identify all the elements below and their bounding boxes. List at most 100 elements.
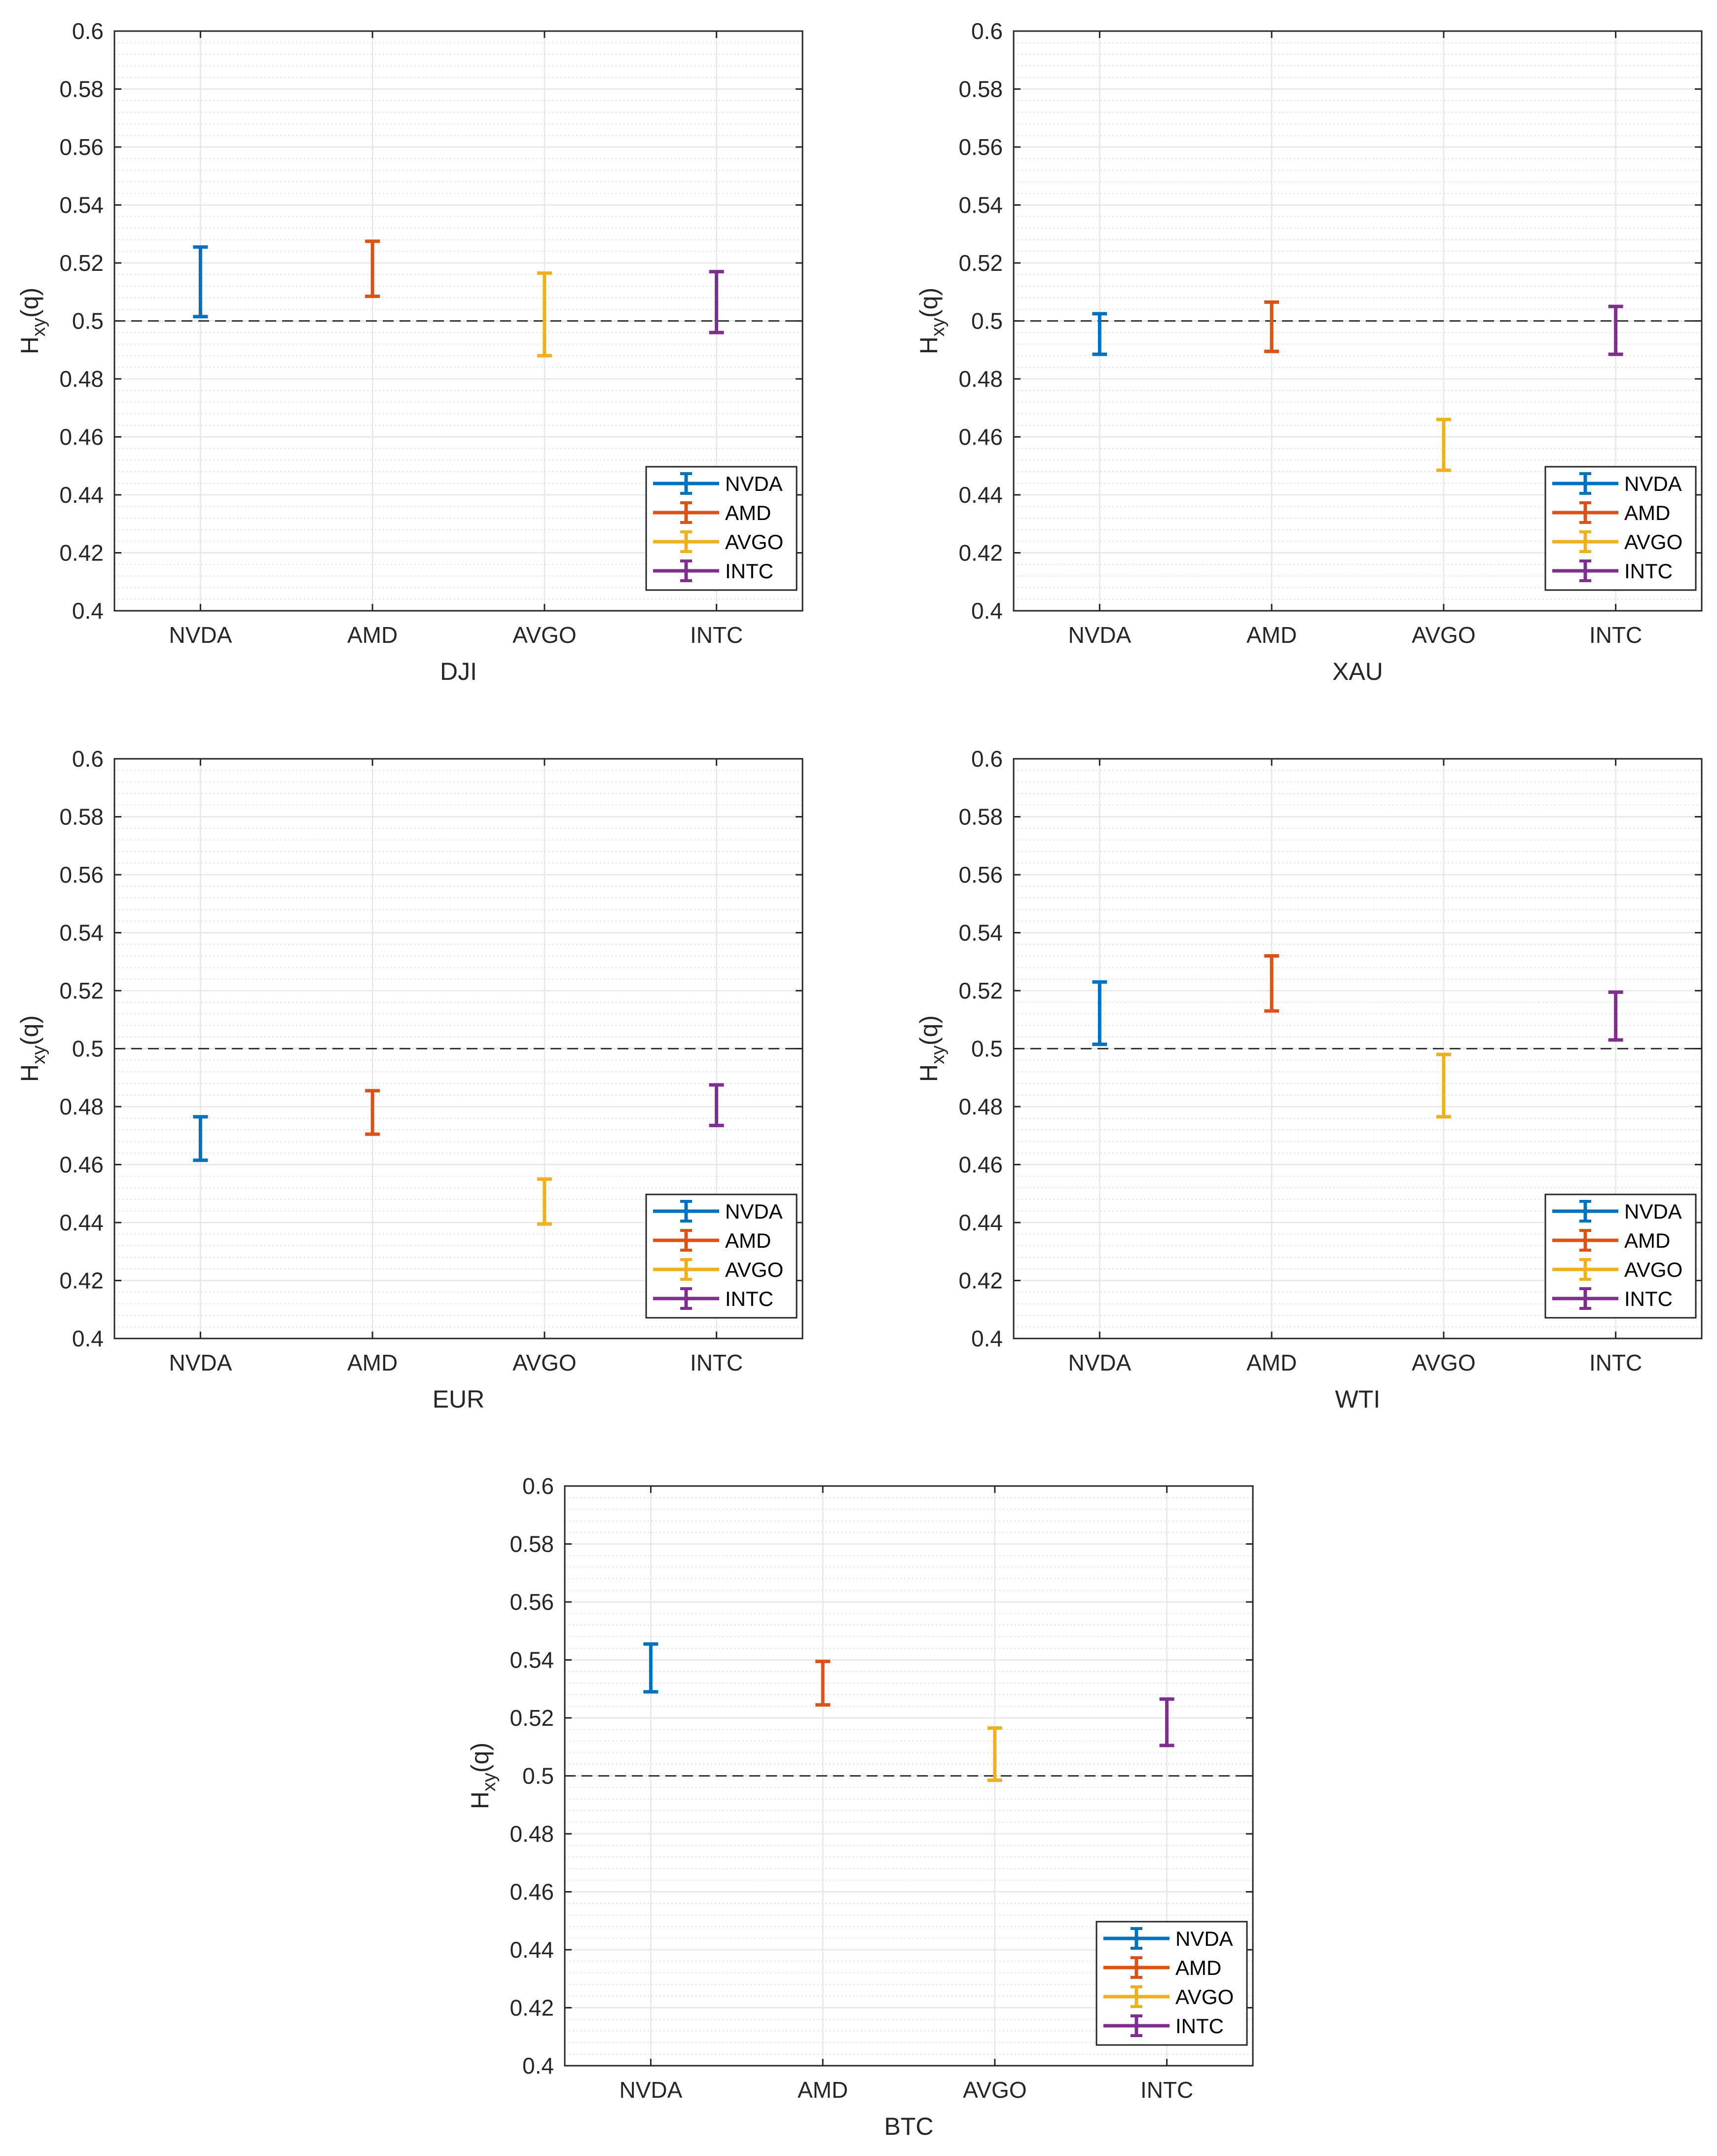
errorbar-intc [709, 270, 724, 335]
legend-label: AVGO [725, 530, 783, 554]
legend: NVDA AMD AVGO INTC [645, 1193, 798, 1319]
errorbar-nvda [1092, 312, 1107, 356]
y-tick-label: 0.56 [958, 134, 1003, 160]
x-axis-label: XAU [1332, 658, 1383, 685]
legend-label: AVGO [1624, 530, 1682, 554]
y-tick-label: 0.44 [59, 482, 104, 508]
errorbar-intc [709, 1083, 724, 1127]
legend-label: NVDA [725, 472, 783, 495]
x-tick-label: NVDA [1068, 1350, 1131, 1375]
y-tick-label: 0.54 [510, 1647, 554, 1673]
errorbar-intc [1159, 1697, 1174, 1747]
y-tick-label: 0.44 [59, 1210, 104, 1235]
y-tick-label: 0.54 [59, 192, 104, 218]
x-tick-label: AMD [1246, 622, 1297, 648]
x-tick-label: NVDA [1068, 622, 1131, 648]
errorbar-intc [1608, 990, 1623, 1042]
grid [114, 30, 803, 612]
chart-panel-dji: 0.4 0.42 0.44 0.46 0.48 0.5 0.52 0.54 0.56 0.58 0.… [16, 18, 804, 685]
legend-label: INTC [725, 1287, 773, 1310]
y-axis-label-main: H [915, 336, 943, 354]
y-axis-label-main: H [16, 1064, 43, 1082]
y-tick-label: 0.46 [59, 424, 104, 450]
errorbar-amd [365, 1089, 380, 1136]
y-tick-label: 0.46 [59, 1152, 104, 1178]
y-tick-label: 0.6 [522, 1473, 554, 1499]
y-axis-label-suffix: (q) [16, 288, 43, 318]
y-tick-label: 0.5 [72, 308, 104, 334]
x-tick-label: AMD [798, 2077, 848, 2103]
y-tick-label: 0.5 [522, 1763, 554, 1789]
x-tick-label: NVDA [169, 1350, 232, 1375]
y-tick-label: 0.52 [958, 978, 1003, 1004]
x-tick-label: AVGO [1412, 1350, 1476, 1375]
legend: NVDA AMD AVGO INTC [1096, 1921, 1248, 2046]
x-tick-label: INTC [1589, 622, 1642, 648]
x-tick-label: AMD [1246, 1350, 1297, 1375]
x-tick-label: NVDA [169, 622, 232, 648]
y-tick-label: 0.48 [958, 1094, 1003, 1119]
legend-label: AVGO [1175, 1985, 1234, 2008]
legend-label: AMD [1624, 501, 1670, 524]
y-axis-label-subscript: xy [928, 318, 949, 336]
errorbar-intc [1608, 304, 1623, 356]
errorbar-avgo [537, 1177, 552, 1226]
y-axis-label-main: H [466, 1791, 494, 1809]
y-tick-label: 0.56 [59, 862, 104, 888]
legend-item-intc: INTC [653, 1287, 773, 1310]
legend: NVDA AMD AVGO INTC [645, 466, 798, 591]
y-axis-label-suffix: (q) [466, 1743, 494, 1773]
errorbar-amd [365, 239, 380, 298]
y-axis-label: Hxy(q) [915, 288, 949, 354]
x-axis-label: BTC [884, 2113, 934, 2140]
legend-item-intc: INTC [1552, 1287, 1673, 1310]
legend-label: AMD [1624, 1229, 1670, 1252]
y-axis-label-subscript: xy [928, 1045, 949, 1064]
y-tick-label: 0.4 [971, 598, 1003, 624]
y-tick-label: 0.56 [59, 134, 104, 160]
y-tick-label: 0.44 [958, 482, 1003, 508]
chart-panel-xau: 0.4 0.42 0.44 0.46 0.48 0.5 0.52 0.54 0.56 0.58 0.… [915, 18, 1703, 685]
y-tick-label: 0.42 [958, 540, 1003, 566]
y-tick-label: 0.6 [971, 746, 1003, 772]
y-tick-label: 0.52 [510, 1705, 554, 1731]
y-tick-label: 0.54 [59, 920, 104, 946]
y-axis-label-suffix: (q) [915, 288, 943, 318]
errorbar-avgo [1436, 1052, 1451, 1119]
legend: NVDA AMD AVGO INTC [1544, 466, 1697, 591]
legend-item-intc: INTC [1552, 559, 1673, 583]
chart-panel-wti: 0.4 0.42 0.44 0.46 0.48 0.5 0.52 0.54 0.56 0.58 0.… [915, 746, 1703, 1413]
errorbar-avgo [1436, 417, 1451, 472]
y-axis-label-subscript: xy [479, 1773, 500, 1791]
legend-label: NVDA [1624, 472, 1682, 495]
x-axis-label: DJI [440, 658, 477, 685]
y-tick-label: 0.6 [72, 746, 104, 772]
y-tick-label: 0.42 [510, 1995, 554, 2021]
errorbar-amd [815, 1659, 831, 1707]
y-tick-label: 0.44 [958, 1210, 1003, 1235]
y-tick-label: 0.54 [958, 192, 1003, 218]
legend-label: INTC [1624, 1287, 1673, 1310]
legend-label: AVGO [1624, 1258, 1682, 1281]
x-tick-label: AMD [347, 1350, 398, 1375]
legend-item-avgo: AVGO [1103, 1985, 1234, 2008]
y-axis-label-suffix: (q) [16, 1015, 43, 1045]
y-tick-label: 0.48 [59, 1094, 104, 1119]
legend-item-avgo: AVGO [653, 1258, 783, 1281]
legend-item-intc: INTC [653, 559, 773, 583]
y-axis-label: Hxy(q) [16, 288, 49, 354]
legend-item-avgo: AVGO [1552, 1258, 1682, 1281]
legend-label: AMD [1175, 1956, 1221, 1979]
legend-item-nvda: NVDA [653, 1200, 783, 1223]
y-tick-label: 0.5 [971, 1036, 1003, 1062]
y-tick-label: 0.58 [958, 76, 1003, 102]
y-axis-label: Hxy(q) [16, 1015, 49, 1082]
x-tick-label: INTC [1140, 2077, 1193, 2103]
y-tick-label: 0.6 [72, 18, 104, 44]
errorbar-nvda [193, 1115, 208, 1162]
legend-item-amd: AMD [1103, 1956, 1221, 1979]
legend-label: AMD [725, 501, 771, 524]
y-tick-label: 0.5 [72, 1036, 104, 1062]
y-tick-label: 0.52 [958, 250, 1003, 276]
x-tick-label: AMD [347, 622, 398, 648]
